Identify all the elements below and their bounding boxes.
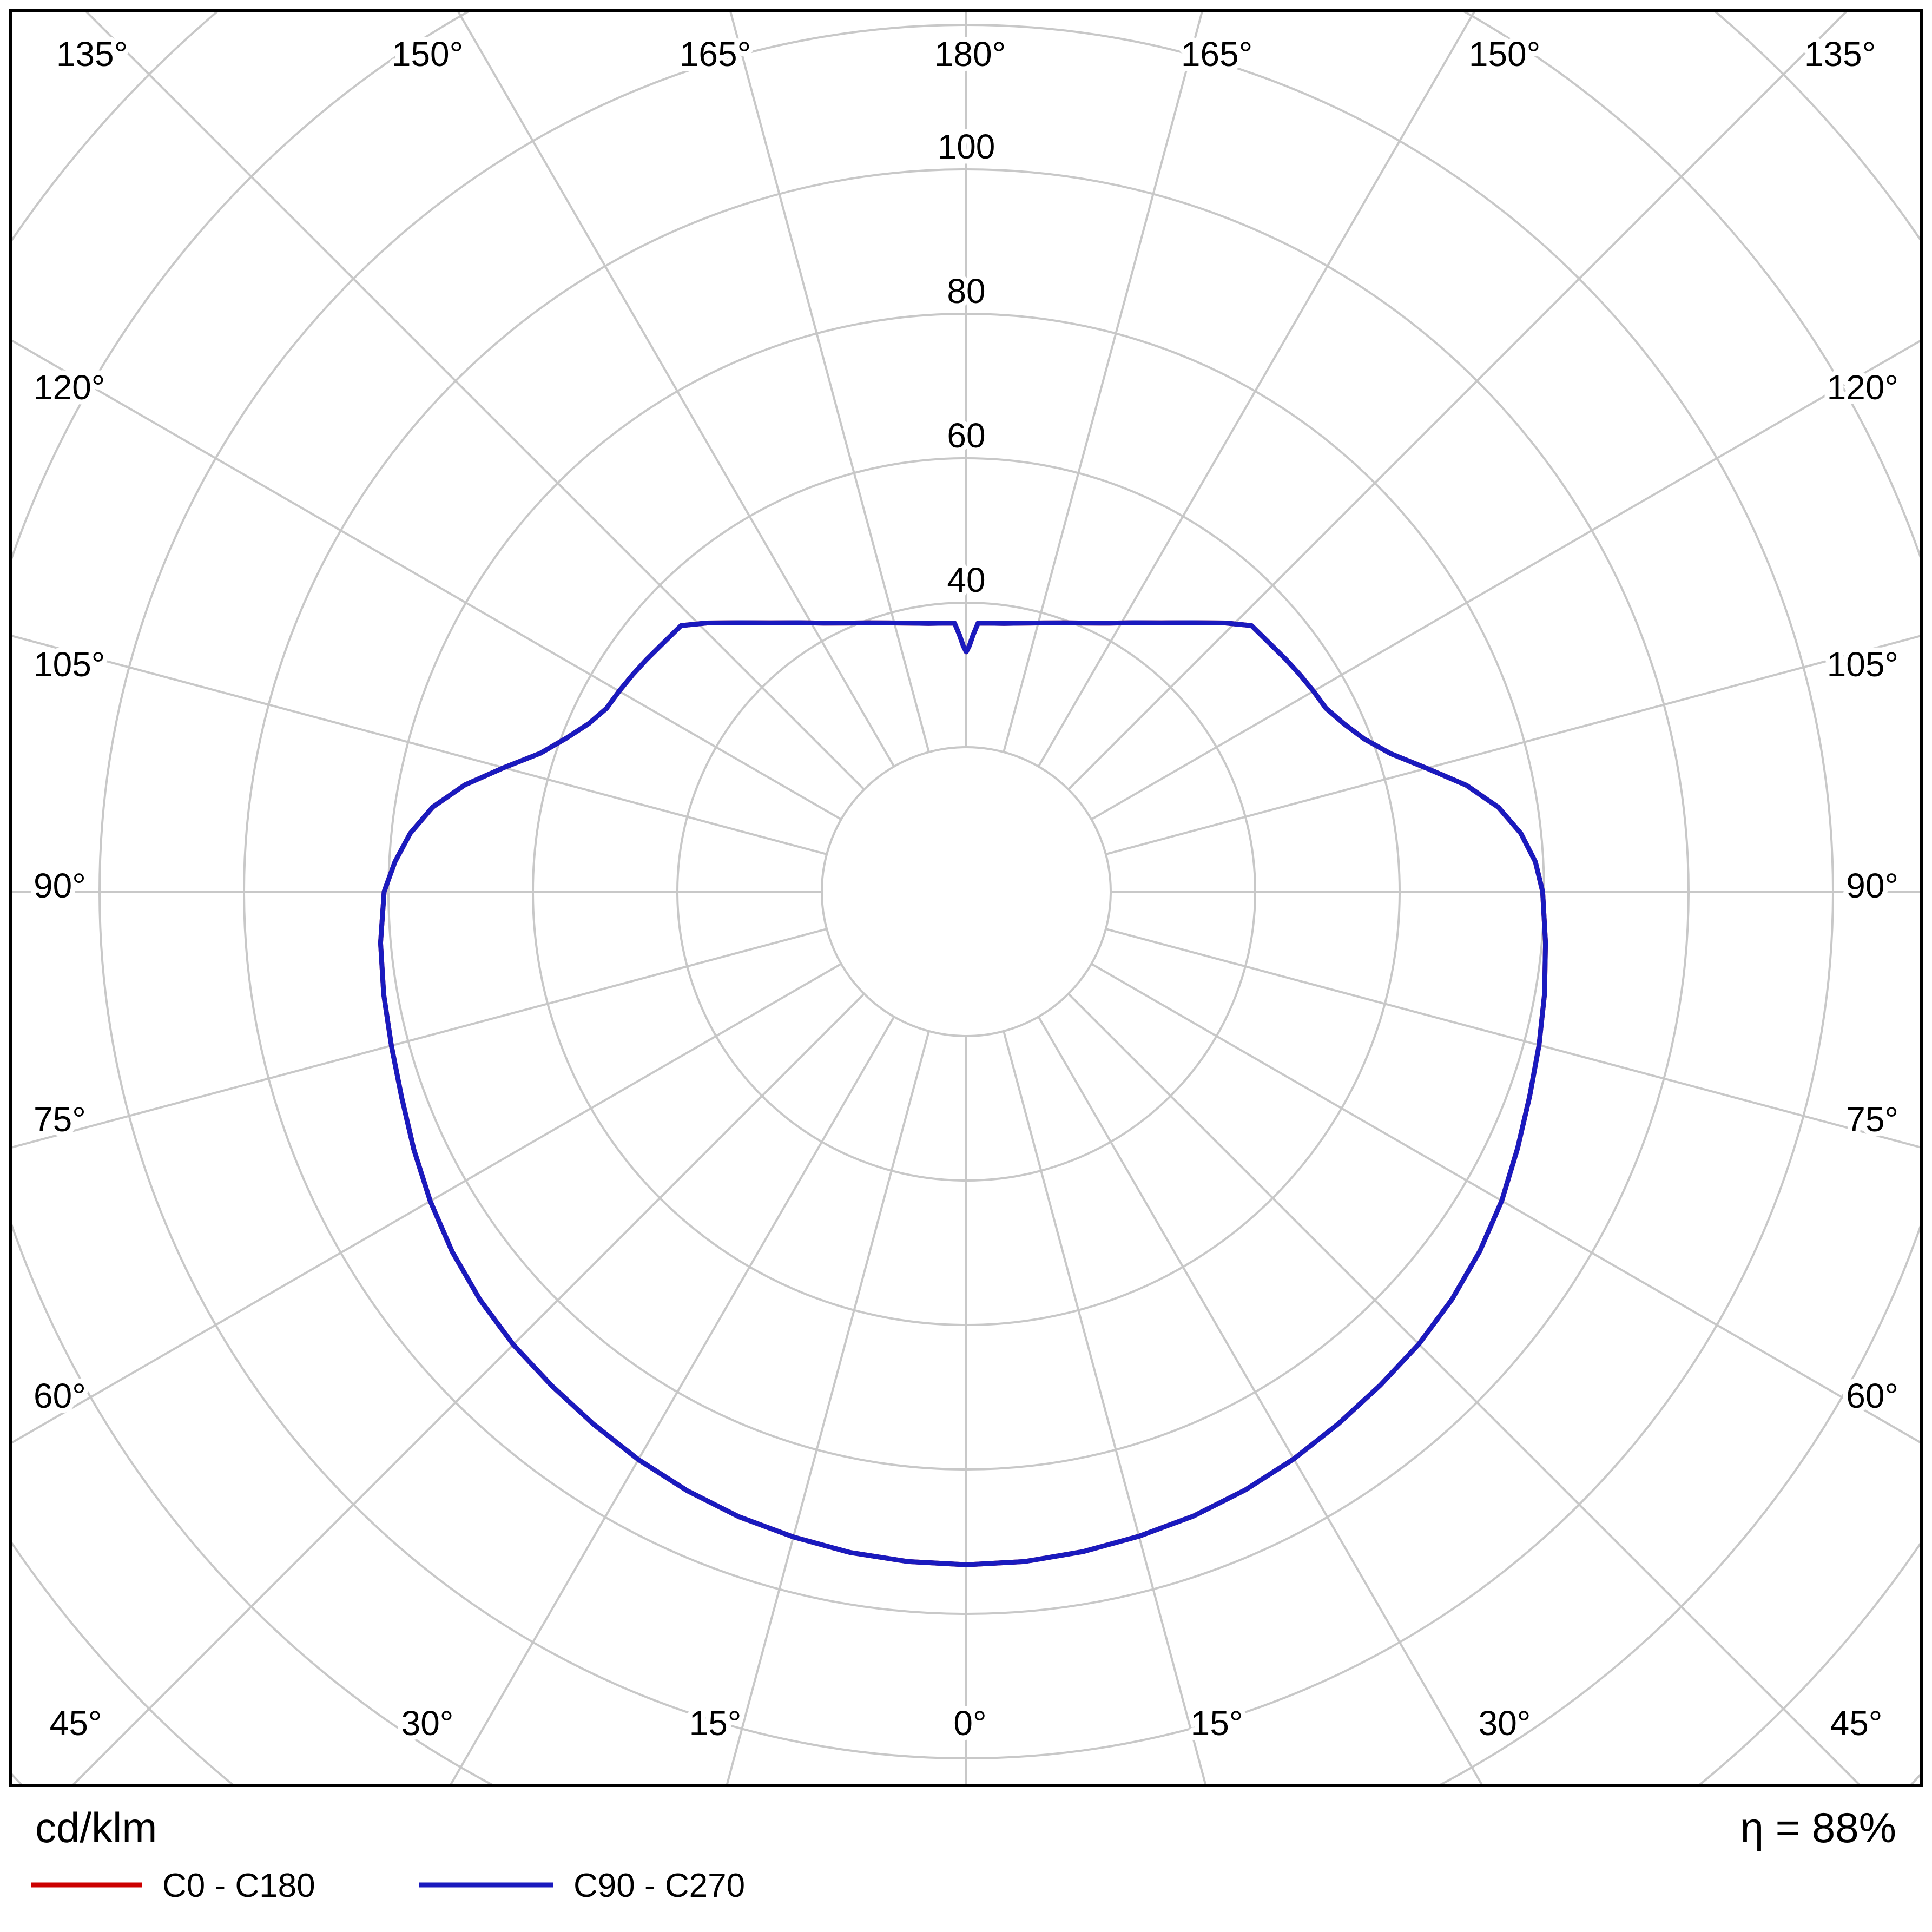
plot-frame <box>9 9 1923 1787</box>
angle-label: 75° <box>1846 1100 1898 1139</box>
angle-label: 180° <box>934 35 1006 74</box>
grid-spoke <box>450 1016 895 1784</box>
ring-value-label: 60 <box>947 416 985 455</box>
curve-c90-c270 <box>378 620 1548 1567</box>
angle-label: 90° <box>34 866 86 905</box>
grid-spoke <box>1067 12 1848 790</box>
grid-spoke <box>726 1031 930 1784</box>
angle-label: 30° <box>1479 1704 1531 1743</box>
grid-spoke <box>12 928 827 1149</box>
angle-label: 150° <box>392 35 463 74</box>
angle-label: 0° <box>953 1704 986 1743</box>
ring-value-label: 100 <box>938 127 995 166</box>
legend-label-c0-c180: C0 - C180 <box>162 1867 315 1904</box>
grid-spoke <box>12 339 842 821</box>
angle-label: 165° <box>1181 35 1252 74</box>
grid-spoke <box>457 12 895 767</box>
grid-spoke <box>1037 12 1476 767</box>
ring-value-label: 80 <box>947 272 985 311</box>
angle-label: 75° <box>34 1100 86 1139</box>
angle-label: 165° <box>680 35 751 74</box>
curves <box>378 620 1548 1567</box>
angle-label: 150° <box>1469 35 1540 74</box>
grid-spoke <box>72 993 865 1784</box>
angle-labels: 135° 150° 165° 180° 165° 150° 135° 45° 30° 15° 0° 1… <box>29 30 1903 1748</box>
angle-label: 60° <box>34 1376 86 1415</box>
grid-spoke <box>12 635 827 855</box>
grid-spoke <box>729 12 930 753</box>
grid-spoke <box>1003 1031 1207 1784</box>
angle-label: 135° <box>1804 35 1876 74</box>
legend-label-c90-c270: C90 - C270 <box>573 1867 745 1904</box>
grid-spoke <box>1091 339 1920 821</box>
grid-spoke <box>1105 928 1920 1149</box>
footer: cd/klm η = 88% C0 - C180 C90 - C270 <box>31 1804 1896 1904</box>
angle-label: 15° <box>689 1704 742 1743</box>
grid-spoke <box>1067 993 1861 1784</box>
efficiency-label: η = 88% <box>1740 1804 1896 1851</box>
angle-label: 60° <box>1846 1376 1898 1415</box>
grid-spoke <box>12 962 842 1444</box>
grid-spoke <box>1105 635 1920 855</box>
angle-label: 105° <box>1827 645 1898 684</box>
grid-spoke <box>1091 962 1920 1444</box>
angle-label: 45° <box>1830 1704 1883 1743</box>
angle-label: 135° <box>56 35 128 74</box>
angle-label: 105° <box>34 645 105 684</box>
ring-value-label: 40 <box>947 561 985 599</box>
grid-spoke <box>1037 1016 1483 1784</box>
angle-label: 90° <box>1846 866 1898 905</box>
angle-label: 120° <box>34 368 105 407</box>
unit-label: cd/klm <box>35 1804 157 1851</box>
angle-label: 15° <box>1191 1704 1243 1743</box>
angle-label: 45° <box>50 1704 102 1743</box>
legend: C0 - C180 C90 - C270 <box>31 1867 745 1904</box>
angle-label: 120° <box>1827 368 1898 407</box>
grid-spoke <box>85 12 865 790</box>
ring-labels: 40 60 80 100 <box>933 122 1000 604</box>
grid-spoke <box>1003 12 1203 753</box>
angle-label: 30° <box>401 1704 454 1743</box>
